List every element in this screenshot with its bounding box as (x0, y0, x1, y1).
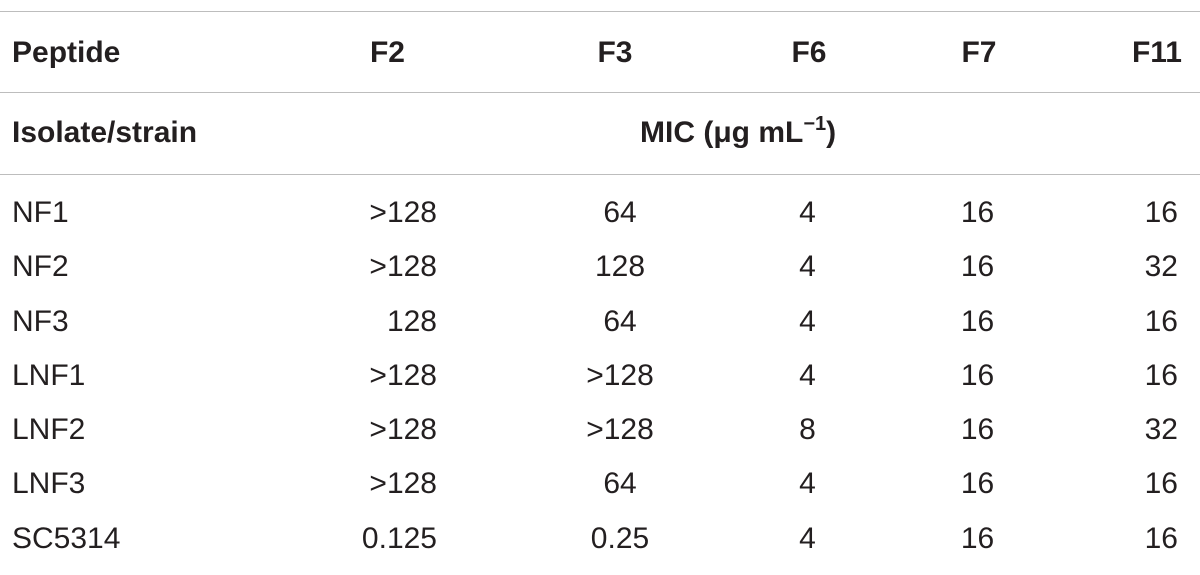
cell-f7: 16 (960, 304, 995, 338)
cell-f2: >128 (369, 413, 437, 447)
mic-exponent: −1 (803, 113, 827, 135)
cell-f6: 4 (799, 304, 816, 338)
header-mic-unit: MIC (μg mL−1) (640, 113, 837, 151)
header-peptide: Peptide (12, 36, 121, 69)
cell-f7: 16 (960, 250, 995, 284)
cell-f6: 4 (799, 521, 816, 555)
header-bottom-rule (0, 174, 1200, 175)
cell-f6: 4 (799, 358, 816, 392)
cell-f7: 16 (960, 358, 995, 392)
cell-f6: 4 (799, 250, 816, 284)
cell-strain: NF1 (12, 196, 69, 229)
cell-f2: 0.125 (361, 521, 437, 555)
header-isolate-strain: Isolate/strain (12, 116, 198, 149)
cell-f2: >128 (369, 250, 437, 284)
table-row: SC5314 0.125 0.25 4 16 16 (0, 521, 1200, 575)
table-body: NF1 >128 64 4 16 16 NF2 >128 128 4 16 32… (0, 195, 1200, 575)
cell-f2: >128 (369, 467, 437, 501)
table-row: LNF1 >128 >128 4 16 16 (0, 358, 1200, 412)
header-f7: F7 (961, 36, 997, 69)
cell-f7: 16 (960, 521, 995, 555)
table-row: LNF2 >128 >128 8 16 32 (0, 412, 1200, 466)
table-top-rule (0, 11, 1200, 12)
header-f11: F11 (1131, 36, 1182, 69)
header-divider-rule (0, 92, 1200, 93)
cell-f11: 16 (1144, 304, 1178, 338)
cell-f11: 16 (1144, 358, 1178, 392)
cell-f2: >128 (369, 196, 437, 229)
cell-f7: 16 (960, 413, 995, 447)
header-f3: F3 (597, 36, 633, 69)
cell-f3: >128 (586, 413, 654, 447)
cell-f11: 16 (1144, 467, 1178, 501)
cell-strain: LNF2 (12, 413, 86, 447)
cell-f7: 16 (960, 467, 995, 501)
cell-f6: 4 (799, 196, 816, 229)
cell-f2: 128 (386, 304, 437, 338)
cell-f11: 16 (1144, 521, 1178, 555)
cell-strain: LNF3 (12, 467, 86, 501)
header-f2: F2 (369, 36, 405, 69)
header-f6: F6 (791, 36, 827, 69)
cell-strain: LNF1 (12, 358, 86, 392)
table-row: NF3 128 64 4 16 16 (0, 304, 1200, 358)
table-row: NF1 >128 64 4 16 16 (0, 195, 1200, 249)
cell-f3: 0.25 (590, 521, 650, 555)
cell-f6: 4 (799, 467, 816, 501)
cell-f2: >128 (369, 358, 437, 392)
cell-f11: 32 (1144, 250, 1178, 284)
cell-f3: 64 (603, 196, 637, 229)
cell-strain: SC5314 (12, 521, 121, 555)
cell-f6: 8 (799, 413, 816, 447)
cell-f3: 64 (603, 467, 637, 501)
cell-f11: 16 (1144, 196, 1178, 229)
table-row: LNF3 >128 64 4 16 16 (0, 466, 1200, 520)
cell-f7: 16 (960, 196, 995, 229)
table-row: NF2 >128 128 4 16 32 (0, 249, 1200, 303)
cell-f3: 64 (603, 304, 637, 338)
cell-f3: 128 (594, 250, 646, 284)
cell-strain: NF2 (12, 250, 69, 284)
mic-label: MIC (μg mL (640, 116, 804, 149)
cell-strain: NF3 (12, 304, 69, 338)
cell-f11: 32 (1144, 413, 1178, 447)
cell-f3: >128 (586, 358, 654, 392)
mic-close-paren: ) (826, 116, 837, 149)
